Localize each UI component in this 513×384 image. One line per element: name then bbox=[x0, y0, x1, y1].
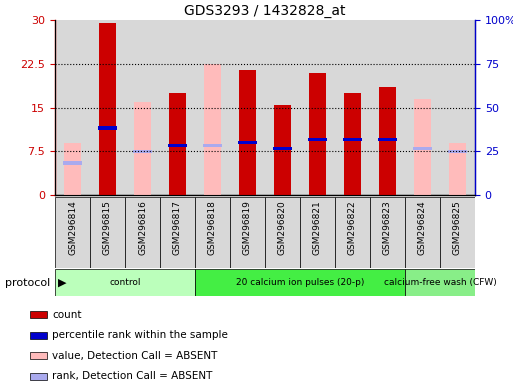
Bar bbox=[134, 102, 151, 195]
Bar bbox=[230, 197, 265, 268]
Bar bbox=[30, 332, 47, 339]
Bar bbox=[169, 93, 186, 195]
Bar bbox=[405, 197, 440, 268]
Bar bbox=[90, 20, 125, 195]
Bar bbox=[239, 70, 256, 195]
Bar bbox=[30, 311, 47, 318]
Bar bbox=[55, 197, 90, 268]
Bar bbox=[405, 20, 440, 195]
Bar bbox=[335, 20, 370, 195]
Text: GSM296821: GSM296821 bbox=[313, 200, 322, 255]
Text: GSM296815: GSM296815 bbox=[103, 200, 112, 255]
Text: 20 calcium ion pulses (20-p): 20 calcium ion pulses (20-p) bbox=[236, 278, 364, 287]
Text: calcium-free wash (CFW): calcium-free wash (CFW) bbox=[384, 278, 497, 287]
Text: value, Detection Call = ABSENT: value, Detection Call = ABSENT bbox=[52, 351, 218, 361]
Bar bbox=[265, 20, 300, 195]
Bar bbox=[413, 147, 431, 150]
Bar bbox=[308, 138, 327, 141]
Bar bbox=[160, 197, 195, 268]
Bar bbox=[449, 142, 466, 195]
Bar bbox=[203, 144, 222, 147]
Text: GSM296814: GSM296814 bbox=[68, 200, 77, 255]
Bar bbox=[195, 269, 405, 296]
Bar bbox=[405, 269, 475, 296]
Bar bbox=[98, 23, 116, 195]
Bar bbox=[133, 150, 152, 153]
Bar bbox=[344, 93, 361, 195]
Bar bbox=[343, 138, 362, 141]
Bar bbox=[300, 197, 335, 268]
Bar bbox=[370, 197, 405, 268]
Bar bbox=[379, 87, 396, 195]
Text: percentile rank within the sample: percentile rank within the sample bbox=[52, 330, 228, 340]
Bar bbox=[204, 64, 221, 195]
Text: protocol: protocol bbox=[5, 278, 50, 288]
Bar bbox=[55, 20, 90, 195]
Bar bbox=[300, 20, 335, 195]
Bar bbox=[195, 20, 230, 195]
Bar bbox=[335, 197, 370, 268]
Bar bbox=[265, 197, 300, 268]
Text: ▶: ▶ bbox=[57, 278, 66, 288]
Bar bbox=[90, 197, 125, 268]
Bar bbox=[414, 99, 431, 195]
Text: rank, Detection Call = ABSENT: rank, Detection Call = ABSENT bbox=[52, 371, 212, 381]
Bar bbox=[55, 269, 195, 296]
Bar bbox=[448, 150, 467, 153]
Text: GSM296823: GSM296823 bbox=[383, 200, 392, 255]
Text: GSM296824: GSM296824 bbox=[418, 200, 427, 255]
Text: GSM296825: GSM296825 bbox=[453, 200, 462, 255]
Bar bbox=[64, 142, 81, 195]
Bar bbox=[195, 197, 230, 268]
Text: GSM296820: GSM296820 bbox=[278, 200, 287, 255]
Title: GDS3293 / 1432828_at: GDS3293 / 1432828_at bbox=[184, 3, 346, 18]
Bar bbox=[160, 20, 195, 195]
Text: GSM296816: GSM296816 bbox=[138, 200, 147, 255]
Bar bbox=[274, 104, 291, 195]
Bar bbox=[440, 197, 475, 268]
Text: GSM296819: GSM296819 bbox=[243, 200, 252, 255]
Bar bbox=[230, 20, 265, 195]
Bar bbox=[125, 20, 160, 195]
Bar bbox=[378, 138, 397, 141]
Bar bbox=[98, 126, 116, 129]
Text: count: count bbox=[52, 310, 82, 320]
Bar bbox=[370, 20, 405, 195]
Bar bbox=[309, 73, 326, 195]
Bar bbox=[440, 20, 475, 195]
Bar bbox=[30, 373, 47, 379]
Text: GSM296818: GSM296818 bbox=[208, 200, 217, 255]
Text: control: control bbox=[109, 278, 141, 287]
Bar bbox=[63, 161, 82, 164]
Bar bbox=[168, 144, 187, 147]
Bar bbox=[203, 144, 222, 147]
Bar bbox=[125, 197, 160, 268]
Bar bbox=[30, 353, 47, 359]
Bar bbox=[273, 147, 292, 150]
Bar bbox=[239, 141, 256, 144]
Text: GSM296822: GSM296822 bbox=[348, 200, 357, 255]
Text: GSM296817: GSM296817 bbox=[173, 200, 182, 255]
